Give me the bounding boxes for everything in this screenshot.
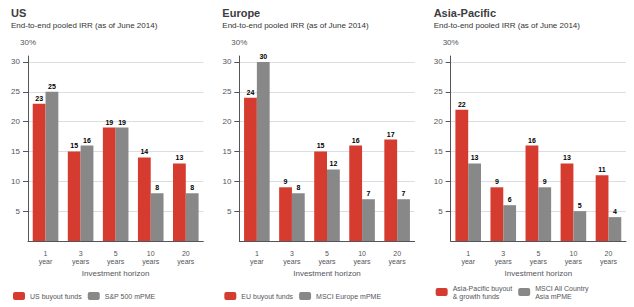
svg-text:15: 15	[11, 147, 20, 156]
svg-text:8: 8	[190, 184, 194, 191]
svg-text:6: 6	[508, 196, 512, 203]
svg-text:years: years	[283, 258, 301, 266]
svg-text:10: 10	[222, 177, 231, 186]
svg-text:Asia-Pacific buyout: Asia-Pacific buyout	[453, 285, 513, 293]
svg-text:16: 16	[352, 137, 360, 144]
svg-text:S&P 500 mPME: S&P 500 mPME	[105, 293, 156, 300]
svg-text:10: 10	[358, 250, 366, 257]
svg-text:10: 10	[434, 177, 443, 186]
svg-text:Investment horizon: Investment horizon	[505, 269, 573, 278]
svg-text:19: 19	[105, 119, 113, 126]
svg-text:11: 11	[598, 166, 606, 173]
svg-text:15: 15	[317, 142, 325, 149]
svg-text:1: 1	[44, 250, 48, 257]
svg-text:3: 3	[501, 250, 505, 257]
svg-text:10: 10	[11, 177, 20, 186]
svg-text:16: 16	[528, 137, 536, 144]
svg-text:years: years	[354, 258, 372, 266]
svg-text:24: 24	[247, 89, 255, 96]
svg-text:30%: 30%	[231, 38, 247, 47]
svg-text:8: 8	[155, 184, 159, 191]
svg-text:19: 19	[118, 119, 126, 126]
svg-text:EU buyout funds: EU buyout funds	[241, 293, 293, 301]
svg-text:1: 1	[466, 250, 470, 257]
svg-text:years: years	[495, 258, 513, 266]
svg-text:10: 10	[570, 250, 578, 257]
svg-text:7: 7	[367, 190, 371, 197]
svg-text:End-to-end pooled IRR (as of J: End-to-end pooled IRR (as of June 2014)	[434, 21, 581, 30]
svg-text:Asia mPME: Asia mPME	[535, 293, 572, 300]
svg-text:13: 13	[176, 154, 184, 161]
svg-text:20: 20	[393, 250, 401, 257]
svg-text:20: 20	[11, 117, 20, 126]
svg-text:30: 30	[259, 53, 267, 60]
svg-text:years: years	[389, 258, 407, 266]
svg-text:23: 23	[35, 95, 43, 102]
svg-text:20: 20	[182, 250, 190, 257]
svg-text:5: 5	[227, 207, 232, 216]
svg-text:End-to-end pooled IRR (as of J: End-to-end pooled IRR (as of June 2014)	[11, 21, 158, 30]
svg-text:13: 13	[563, 154, 571, 161]
svg-text:3: 3	[79, 250, 83, 257]
svg-text:9: 9	[543, 178, 547, 185]
svg-text:year: year	[461, 258, 475, 266]
svg-text:9: 9	[284, 178, 288, 185]
svg-text:Asia-Pacific: Asia-Pacific	[434, 7, 496, 19]
svg-text:25: 25	[434, 87, 443, 96]
svg-text:14: 14	[140, 148, 148, 155]
svg-text:MSCI All Country: MSCI All Country	[535, 285, 589, 293]
svg-text:Europe: Europe	[222, 7, 260, 19]
svg-text:16: 16	[83, 137, 91, 144]
svg-text:years: years	[565, 258, 583, 266]
svg-text:25: 25	[222, 87, 231, 96]
svg-text:Investment horizon: Investment horizon	[293, 269, 361, 278]
svg-text:25: 25	[48, 83, 56, 90]
svg-text:17: 17	[387, 131, 395, 138]
svg-text:22: 22	[458, 101, 466, 108]
svg-text:years: years	[177, 258, 195, 266]
svg-text:MSCI Europe mPME: MSCI Europe mPME	[316, 293, 381, 301]
svg-text:25: 25	[11, 87, 20, 96]
svg-text:End-to-end pooled IRR (as of J: End-to-end pooled IRR (as of June 2014)	[222, 21, 369, 30]
svg-text:15: 15	[434, 147, 443, 156]
svg-text:4: 4	[613, 208, 617, 215]
svg-text:years: years	[107, 258, 125, 266]
svg-text:20: 20	[605, 250, 613, 257]
svg-text:30%: 30%	[20, 38, 36, 47]
svg-text:years: years	[72, 258, 90, 266]
svg-text:15: 15	[222, 147, 231, 156]
svg-text:5: 5	[438, 207, 443, 216]
svg-text:1: 1	[255, 250, 259, 257]
svg-text:10: 10	[147, 250, 155, 257]
svg-text:20: 20	[434, 117, 443, 126]
svg-text:30%: 30%	[443, 38, 459, 47]
svg-text:7: 7	[402, 190, 406, 197]
svg-text:5: 5	[578, 202, 582, 209]
svg-text:US: US	[11, 7, 26, 19]
svg-text:30: 30	[11, 57, 20, 66]
svg-text:15: 15	[70, 142, 78, 149]
svg-text:5: 5	[325, 250, 329, 257]
svg-text:8: 8	[296, 184, 300, 191]
svg-text:year: year	[39, 258, 53, 266]
svg-text:3: 3	[290, 250, 294, 257]
svg-text:years: years	[142, 258, 160, 266]
svg-text:years: years	[600, 258, 618, 266]
svg-text:year: year	[250, 258, 264, 266]
svg-text:Investment horizon: Investment horizon	[82, 269, 150, 278]
svg-text:20: 20	[222, 117, 231, 126]
svg-text:years: years	[318, 258, 336, 266]
svg-text:13: 13	[471, 154, 479, 161]
svg-text:years: years	[530, 258, 548, 266]
svg-text:12: 12	[330, 160, 338, 167]
svg-text:30: 30	[222, 57, 231, 66]
svg-text:5: 5	[114, 250, 118, 257]
svg-text:30: 30	[434, 57, 443, 66]
svg-text:US buyout funds: US buyout funds	[30, 293, 82, 301]
svg-text:& growth funds: & growth funds	[453, 293, 500, 301]
svg-text:5: 5	[536, 250, 540, 257]
svg-text:5: 5	[16, 207, 21, 216]
svg-text:9: 9	[495, 178, 499, 185]
